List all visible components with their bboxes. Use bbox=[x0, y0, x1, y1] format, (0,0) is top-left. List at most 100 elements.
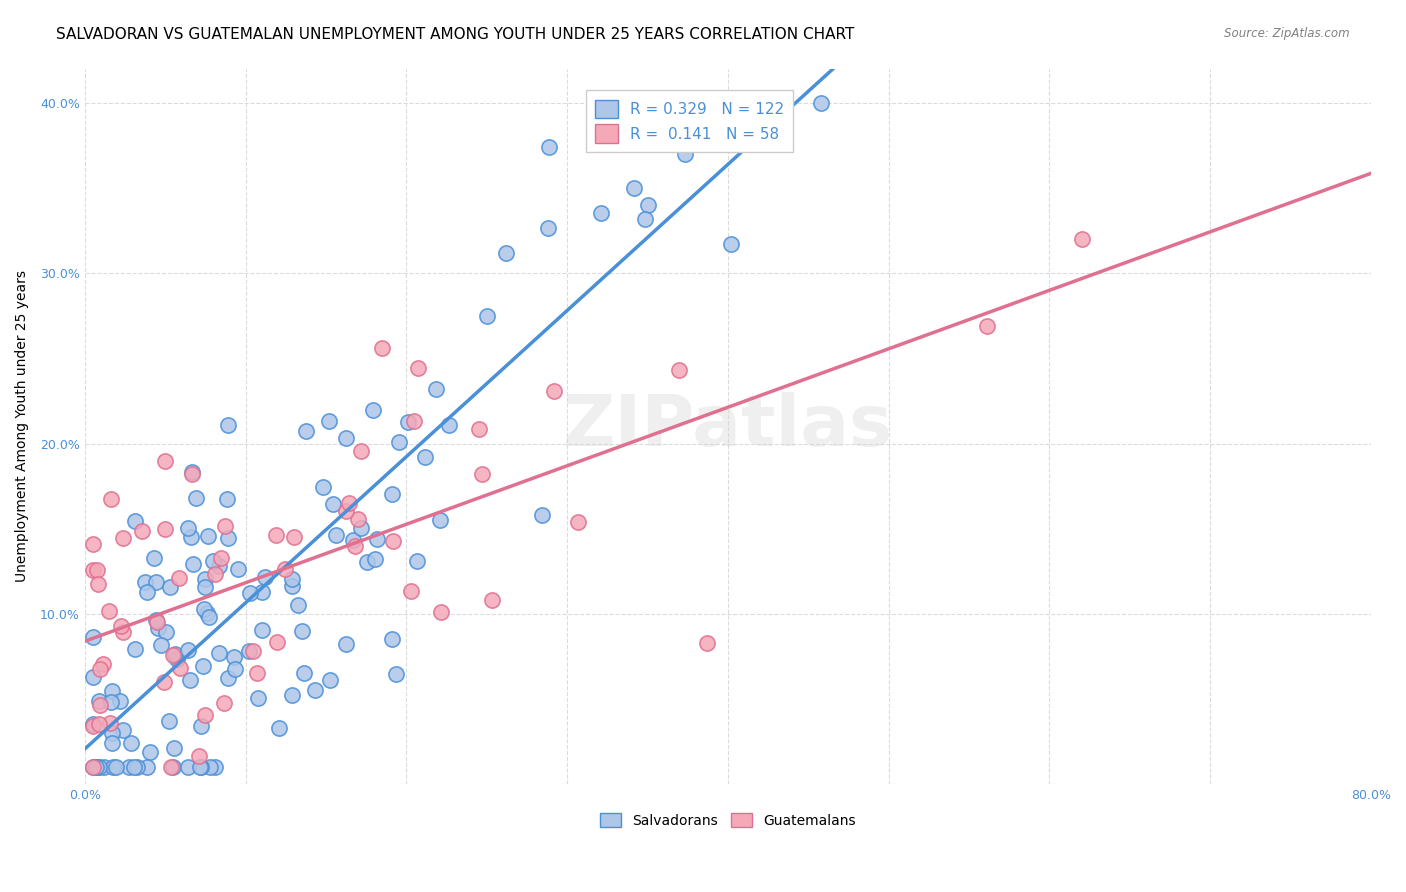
Salvadorans bbox=[335, 431, 357, 445]
Salvadorans bbox=[101, 683, 124, 698]
Guatemalans bbox=[194, 708, 217, 723]
Salvadorans bbox=[319, 673, 342, 688]
Salvadorans bbox=[195, 606, 218, 620]
Salvadorans bbox=[413, 450, 436, 465]
Salvadorans bbox=[217, 417, 239, 432]
Salvadorans bbox=[136, 585, 159, 599]
Salvadorans bbox=[124, 514, 146, 528]
Salvadorans bbox=[163, 648, 186, 662]
Salvadorans bbox=[146, 621, 169, 635]
Guatemalans bbox=[131, 524, 153, 538]
Guatemalans bbox=[350, 444, 373, 458]
Guatemalans bbox=[212, 696, 235, 710]
Text: SALVADORAN VS GUATEMALAN UNEMPLOYMENT AMONG YOUTH UNDER 25 YEARS CORRELATION CHA: SALVADORAN VS GUATEMALAN UNEMPLOYMENT AM… bbox=[56, 27, 855, 42]
Salvadorans bbox=[530, 508, 553, 523]
Guatemalans bbox=[347, 512, 370, 526]
Salvadorans bbox=[364, 551, 387, 566]
Salvadorans bbox=[101, 726, 124, 740]
Salvadorans bbox=[145, 614, 167, 628]
Guatemalans bbox=[343, 539, 366, 553]
Guatemalans bbox=[167, 571, 190, 585]
Salvadorans bbox=[177, 760, 200, 774]
Guatemalans bbox=[91, 657, 114, 671]
Salvadorans bbox=[537, 140, 560, 154]
Salvadorans bbox=[238, 643, 260, 657]
Guatemalans bbox=[153, 454, 176, 468]
Salvadorans bbox=[149, 639, 172, 653]
Salvadorans bbox=[385, 666, 408, 681]
Salvadorans bbox=[188, 760, 211, 774]
Salvadorans bbox=[162, 760, 184, 774]
Salvadorans bbox=[281, 573, 304, 587]
Guatemalans bbox=[214, 519, 236, 533]
Guatemalans bbox=[567, 515, 589, 529]
Guatemalans bbox=[543, 384, 565, 399]
Salvadorans bbox=[118, 760, 141, 774]
Guatemalans bbox=[155, 522, 177, 536]
Salvadorans bbox=[437, 418, 460, 433]
Guatemalans bbox=[169, 660, 191, 674]
Guatemalans bbox=[481, 593, 503, 607]
Salvadorans bbox=[124, 641, 146, 656]
Salvadorans bbox=[536, 221, 558, 235]
Salvadorans bbox=[325, 528, 347, 542]
Salvadorans bbox=[159, 580, 181, 594]
Salvadorans bbox=[202, 553, 225, 567]
Salvadorans bbox=[224, 662, 246, 676]
Guatemalans bbox=[110, 618, 132, 632]
Guatemalans bbox=[976, 318, 998, 333]
Salvadorans bbox=[361, 402, 384, 417]
Salvadorans bbox=[122, 760, 145, 774]
Salvadorans bbox=[112, 723, 135, 737]
Salvadorans bbox=[108, 694, 131, 708]
Guatemalans bbox=[335, 504, 357, 518]
Salvadorans bbox=[198, 760, 221, 774]
Salvadorans bbox=[190, 719, 212, 733]
Salvadorans bbox=[652, 135, 675, 149]
Text: Source: ZipAtlas.com: Source: ZipAtlas.com bbox=[1225, 27, 1350, 40]
Salvadorans bbox=[226, 562, 249, 576]
Guatemalans bbox=[246, 666, 269, 681]
Guatemalans bbox=[283, 530, 305, 544]
Salvadorans bbox=[177, 521, 200, 535]
Salvadorans bbox=[194, 572, 217, 586]
Salvadorans bbox=[287, 598, 309, 612]
Salvadorans bbox=[197, 528, 219, 542]
Salvadorans bbox=[82, 716, 104, 731]
Guatemalans bbox=[668, 362, 690, 376]
Y-axis label: Unemployment Among Youth under 25 years: Unemployment Among Youth under 25 years bbox=[15, 270, 30, 582]
Salvadorans bbox=[349, 521, 371, 535]
Salvadorans bbox=[180, 530, 202, 544]
Salvadorans bbox=[186, 491, 208, 505]
Salvadorans bbox=[217, 672, 239, 686]
Salvadorans bbox=[120, 735, 142, 749]
Salvadorans bbox=[250, 624, 273, 638]
Guatemalans bbox=[1070, 232, 1092, 246]
Salvadorans bbox=[82, 630, 104, 644]
Guatemalans bbox=[204, 566, 226, 581]
Salvadorans bbox=[104, 760, 127, 774]
Guatemalans bbox=[97, 603, 120, 617]
Salvadorans bbox=[101, 736, 124, 750]
Guatemalans bbox=[87, 717, 110, 731]
Guatemalans bbox=[371, 341, 394, 355]
Salvadorans bbox=[322, 498, 344, 512]
Salvadorans bbox=[208, 646, 231, 660]
Guatemalans bbox=[162, 648, 184, 662]
Salvadorans bbox=[429, 513, 451, 527]
Salvadorans bbox=[181, 558, 204, 572]
Salvadorans bbox=[134, 574, 156, 589]
Salvadorans bbox=[495, 246, 517, 260]
Guatemalans bbox=[209, 550, 232, 565]
Salvadorans bbox=[673, 146, 696, 161]
Salvadorans bbox=[637, 198, 659, 212]
Salvadorans bbox=[157, 714, 180, 729]
Guatemalans bbox=[89, 662, 111, 676]
Salvadorans bbox=[204, 760, 226, 774]
Salvadorans bbox=[810, 95, 832, 110]
Salvadorans bbox=[425, 382, 447, 396]
Salvadorans bbox=[82, 760, 104, 774]
Salvadorans bbox=[207, 558, 229, 573]
Guatemalans bbox=[264, 528, 287, 542]
Salvadorans bbox=[267, 722, 290, 736]
